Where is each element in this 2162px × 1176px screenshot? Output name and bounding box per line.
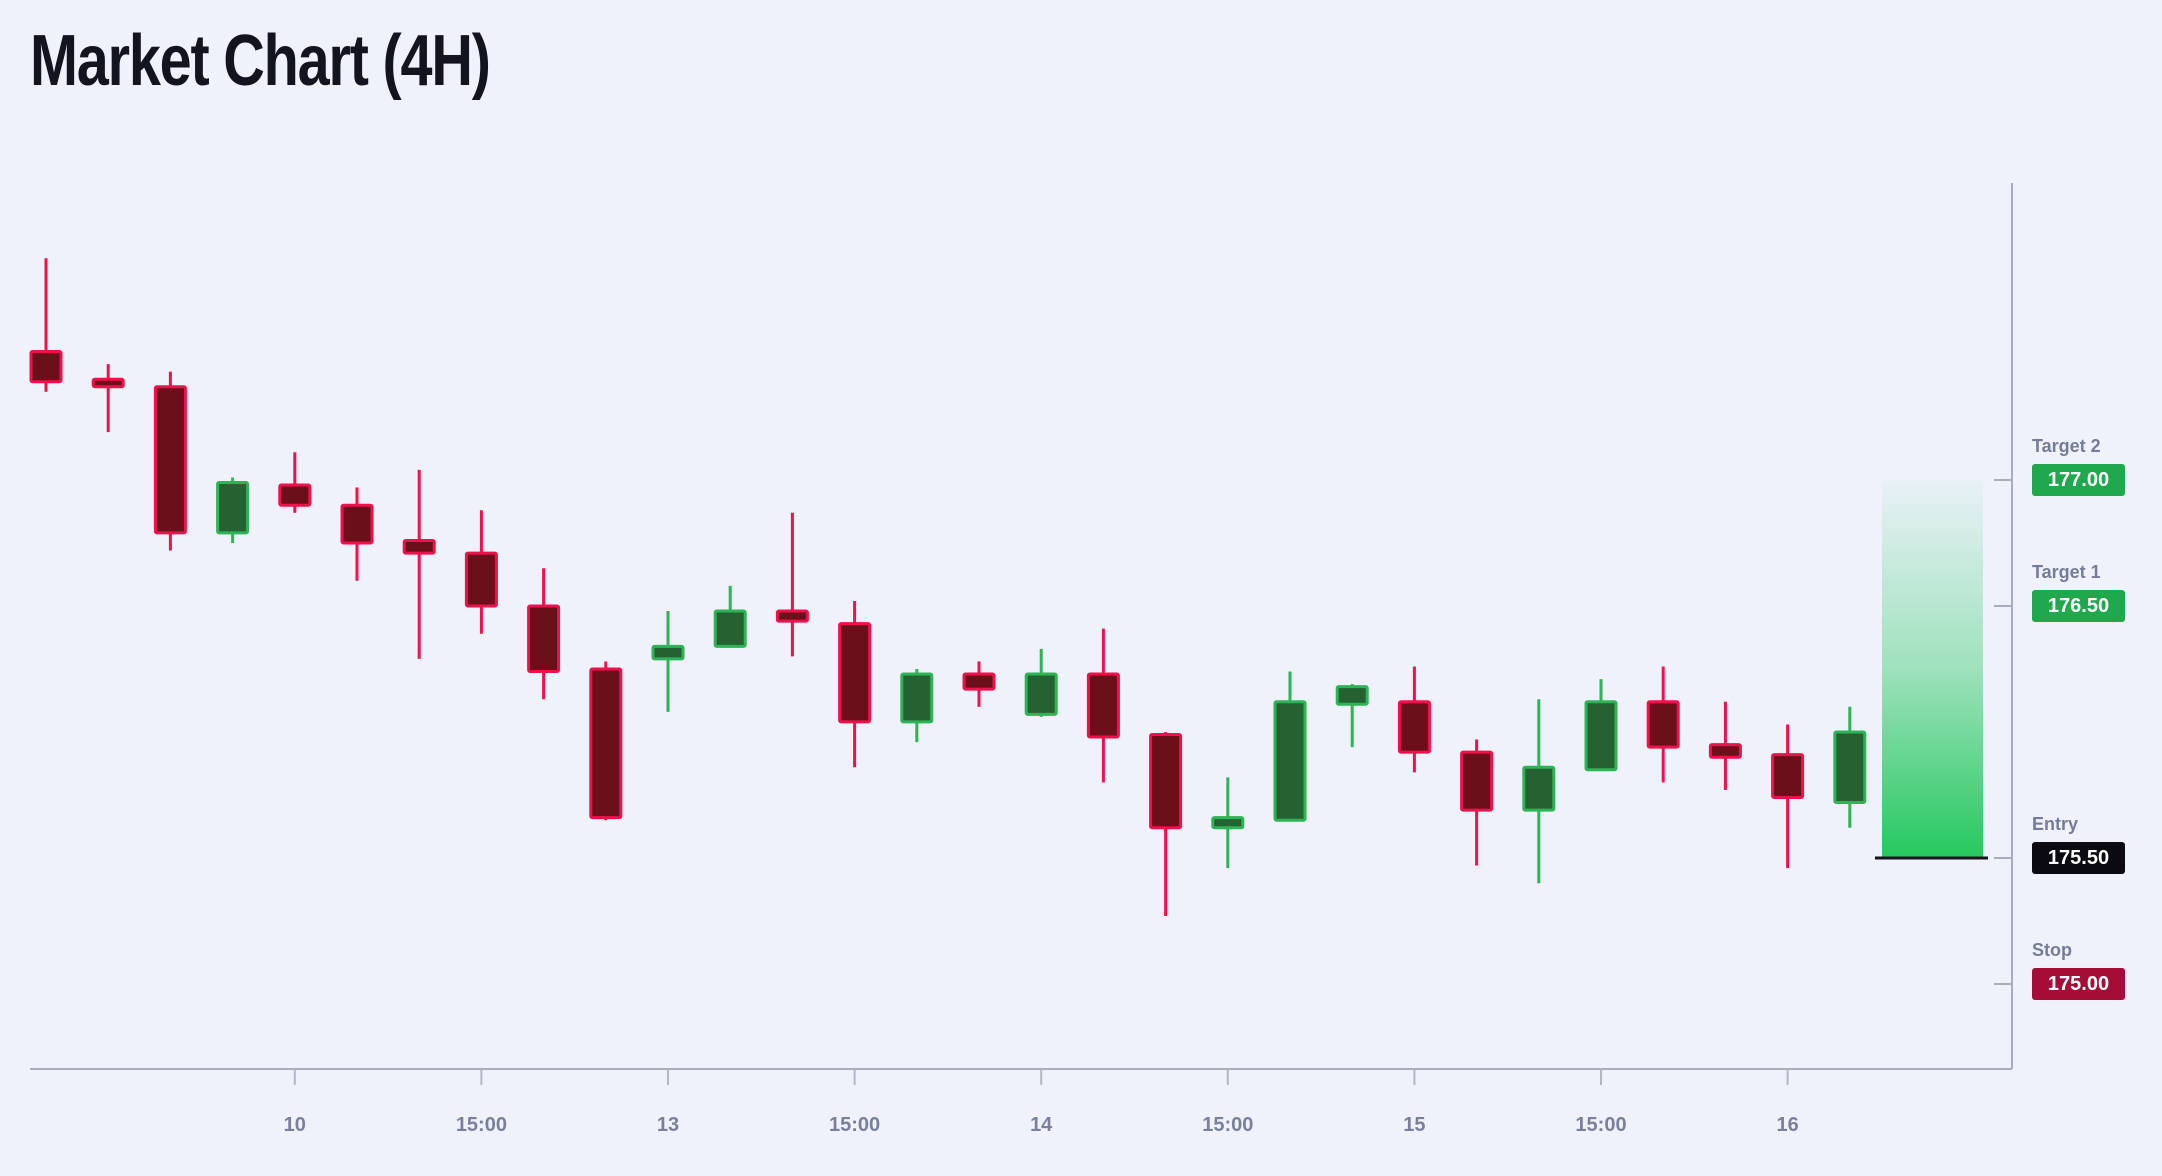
candle-body xyxy=(1273,700,1307,822)
candle-body xyxy=(1086,672,1120,739)
candle-body xyxy=(1771,753,1805,800)
candle-body xyxy=(1708,743,1742,759)
candle xyxy=(838,600,872,768)
candle-body xyxy=(838,622,872,724)
candle xyxy=(153,371,187,551)
x-axis-label: 15:00 xyxy=(829,1114,880,1136)
x-axis-label: 14 xyxy=(1030,1114,1053,1136)
x-axis-label: 15:00 xyxy=(1575,1114,1626,1136)
candle xyxy=(216,477,250,543)
candle xyxy=(1460,739,1494,866)
candle-body xyxy=(1335,685,1369,706)
candle xyxy=(1646,666,1680,783)
x-axis-label: 16 xyxy=(1776,1114,1798,1136)
target1-label: Target 1 xyxy=(2032,562,2101,582)
x-axis-label: 15:00 xyxy=(1202,1114,1253,1136)
price-level-entry: Entry 175.50 xyxy=(2032,813,2162,874)
candle xyxy=(278,452,312,513)
candle xyxy=(1833,706,1867,828)
candle xyxy=(1584,679,1618,772)
candle xyxy=(402,469,436,659)
candle xyxy=(340,487,374,581)
candle xyxy=(589,661,623,821)
candle-body xyxy=(589,667,623,820)
x-axis-label: 13 xyxy=(657,1114,679,1136)
candle xyxy=(651,611,685,712)
candle-body xyxy=(1149,733,1183,830)
price-level-target2: Target 2 177.00 xyxy=(2032,435,2162,496)
price-level-target1: Target 1 176.50 xyxy=(2032,561,2162,622)
entry-price-badge: 175.50 xyxy=(2032,842,2125,874)
candle-body xyxy=(713,609,747,648)
candle xyxy=(29,258,63,392)
candle-body xyxy=(1024,672,1058,716)
candle-body xyxy=(651,644,685,661)
x-axis-label: 15 xyxy=(1403,1114,1425,1136)
candle-body xyxy=(775,609,809,623)
candle xyxy=(1149,732,1183,916)
candle-body xyxy=(962,672,996,691)
stop-price-badge: 175.00 xyxy=(2032,968,2125,1000)
x-axis-label: 15:00 xyxy=(456,1114,507,1136)
target2-price-badge: 177.00 xyxy=(2032,464,2125,496)
candle xyxy=(1397,666,1431,773)
entry-label: Entry xyxy=(2032,814,2079,834)
candle-body xyxy=(1211,816,1245,830)
candle xyxy=(962,661,996,707)
candle-body xyxy=(464,551,498,608)
candle-body xyxy=(1522,765,1556,812)
candle xyxy=(1273,671,1307,822)
candle-body xyxy=(153,385,187,535)
candle xyxy=(1522,699,1556,884)
stop-label: Stop xyxy=(2032,940,2072,960)
candle xyxy=(775,512,809,657)
candle xyxy=(1335,684,1369,748)
candle-body xyxy=(91,377,125,389)
candle xyxy=(1086,628,1120,783)
candle-body xyxy=(527,604,561,674)
reward-zone xyxy=(1882,480,1983,858)
candle-body xyxy=(1397,700,1431,754)
target1-price-badge: 176.50 xyxy=(2032,590,2125,622)
candle-body xyxy=(29,349,63,384)
candle xyxy=(900,669,934,743)
candle-body xyxy=(340,503,374,545)
candle xyxy=(1211,777,1245,869)
candle-body xyxy=(216,481,250,535)
x-axis-label: 10 xyxy=(284,1114,306,1136)
page-title: Market Chart (4H) xyxy=(30,21,491,101)
candle-body xyxy=(1584,700,1618,772)
candle xyxy=(1708,701,1742,790)
candle-body xyxy=(1833,730,1867,805)
candle xyxy=(91,364,125,433)
price-level-stop: Stop 175.00 xyxy=(2032,939,2162,1000)
candle-body xyxy=(278,483,312,507)
candle xyxy=(1024,648,1058,717)
candle xyxy=(1771,724,1805,869)
entry-line xyxy=(1875,856,1988,860)
candle-body xyxy=(900,672,934,724)
candle-body xyxy=(402,538,436,555)
candle xyxy=(713,585,747,648)
candle xyxy=(527,568,561,700)
candle-body xyxy=(1646,700,1680,749)
candle xyxy=(464,510,498,634)
candle-body xyxy=(1460,750,1494,812)
target2-label: Target 2 xyxy=(2032,436,2101,456)
